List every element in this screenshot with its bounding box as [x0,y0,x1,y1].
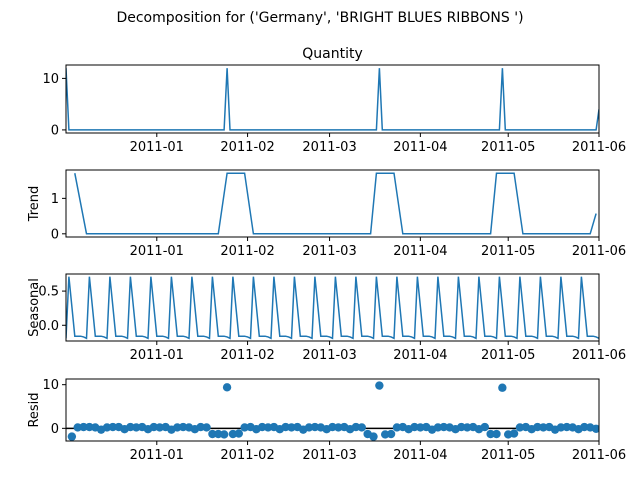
resid-point-27 [222,383,232,392]
resid-point-71 [480,422,489,432]
resid-point-29 [234,429,243,438]
trend-y-tick-label-1: 1 [51,192,59,207]
trend-series-line [74,172,597,235]
trend-y-tick-label-0: 0 [51,227,59,242]
observed-axes-frame [65,64,600,134]
resid-x-tick-label-1: 2011-02 [220,448,274,463]
trend-axes-frame [65,169,600,238]
trend-x-tick-label-1: 2011-02 [220,244,274,259]
resid-point-24 [208,429,217,439]
resid-point-52 [369,432,378,441]
observed-x-tick-label-1: 2011-02 [220,140,274,155]
observed-series-line [66,68,599,131]
resid-data [66,381,599,441]
resid-point-73 [492,429,501,439]
resid-axes-frame [65,378,600,442]
resid-point-74 [498,383,507,392]
resid-point-76 [509,429,519,438]
seasonal-x-tick-label-3: 2011-04 [393,348,447,363]
resid-point-26 [219,430,229,439]
resid-y-tick-label-1: 10 [42,378,59,393]
trend-x-tick-label-3: 2011-04 [393,244,447,259]
resid-x-tick-label-4: 2011-05 [481,448,535,463]
resid-point-53 [375,381,384,390]
observed-x-tick-label-2: 2011-03 [302,140,356,155]
seasonal-x-tick-label-2: 2011-03 [302,348,356,363]
observed-x-tick-label-5: 2011-06 [572,140,626,155]
seasonal-ylabel: Seasonal [27,278,42,337]
observed-x-tick-label-4: 2011-05 [481,140,535,155]
resid-x-tick-label-5: 2011-06 [572,448,626,463]
observed-data [66,68,599,131]
seasonal-x-tick-label-1: 2011-02 [220,348,274,363]
panel-resid: 0 10 2011-01 2011-02 2011-03 2011-04 2011-05 20… [27,378,626,463]
seasonal-axes-frame [65,273,600,342]
observed-x-tick-label-3: 2011-04 [393,140,447,155]
seasonal-y-tick-label-1: 0.5 [38,285,59,300]
resid-x-tick-label-3: 2011-04 [393,448,447,463]
seasonal-data [66,276,599,340]
observed-y-tick-label-1: 10 [42,72,59,87]
resid-y-tick-label-0: 0 [51,422,59,437]
resid-point-90 [591,424,599,433]
observed-title: Quantity [302,46,363,62]
resid-point-50 [357,423,366,432]
resid-point-55 [386,429,396,439]
resid-point-7 [108,422,118,432]
trend-x-tick-label-4: 2011-05 [481,244,535,259]
panel-observed: 0 10 2011-01 2011-02 2011-03 2011-04 2011-05 20… [42,46,626,155]
resid-x-tick-label-2: 2011-03 [302,448,356,463]
observed-x-tick-label-0: 2011-01 [130,140,184,155]
resid-point-72 [486,429,495,439]
figure-title: Decomposition for ('Germany', 'BRIGHT BL… [116,10,523,26]
trend-ylabel: Trend [27,186,42,223]
resid-ylabel: Resid [27,392,42,427]
trend-x-tick-label-2: 2011-03 [302,244,356,259]
resid-point-23 [202,423,211,432]
panel-trend: 0 1 2011-01 2011-02 2011-03 2011-04 2011-05 201… [27,169,626,259]
seasonal-x-tick-label-0: 2011-01 [130,348,184,363]
panel-seasonal: 0.0 0.5 2011-01 2011-02 2011-03 2011-04 2011-0… [27,273,626,363]
observed-y-tick-label-0: 0 [51,123,59,138]
resid-point-2 [79,422,88,432]
resid-x-tick-label-0: 2011-01 [130,448,184,463]
seasonal-y-tick-label-0: 0.0 [38,319,59,334]
seasonal-x-tick-label-4: 2011-05 [481,348,535,363]
trend-data [74,172,597,235]
trend-x-tick-label-5: 2011-06 [572,244,626,259]
trend-x-tick-label-0: 2011-01 [130,244,184,259]
seasonal-series-line [66,276,599,340]
seasonal-x-tick-label-5: 2011-06 [572,348,626,363]
resid-point-0 [67,432,77,441]
